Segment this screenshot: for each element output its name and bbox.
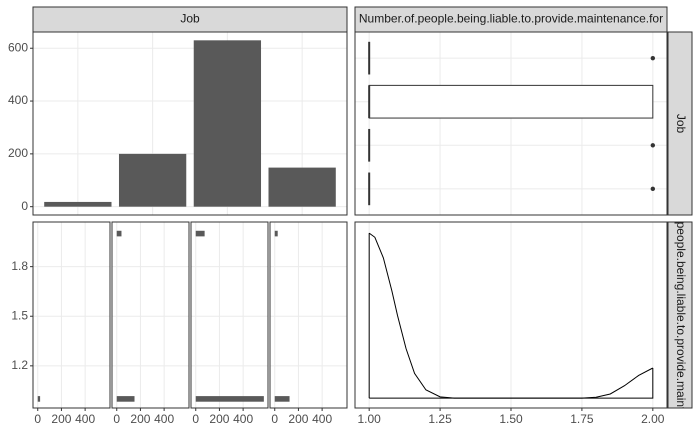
x-tick-label: 0	[192, 412, 199, 426]
x-tick-label: 0	[34, 412, 41, 426]
strip	[667, 221, 693, 409]
strip-label-group: Job	[674, 114, 688, 134]
histogram-bar	[37, 396, 41, 402]
panel-border	[190, 221, 269, 409]
x-tick-label: 1.75	[570, 412, 594, 426]
x-tick-label: 400	[233, 412, 253, 426]
strip-label: Number.of.people.being.liable.to.provide…	[674, 163, 688, 432]
panel-border	[32, 221, 111, 409]
histogram-bar	[195, 396, 264, 402]
x-tick-label: 200	[51, 412, 71, 426]
y-tick-label: 1.2	[11, 358, 28, 372]
y-tick-label: 400	[8, 93, 28, 107]
outlier	[650, 55, 656, 61]
panel-background	[33, 222, 110, 408]
x-tick-label: 2.00	[641, 412, 665, 426]
strip	[354, 6, 668, 33]
y-tick-label: 600	[8, 40, 28, 54]
x-tick-label: 1.25	[428, 412, 452, 426]
bar	[44, 201, 112, 207]
bar	[193, 40, 262, 207]
x-tick-label: 200	[130, 412, 150, 426]
histogram-bar	[116, 396, 135, 402]
density-line	[368, 232, 654, 399]
histogram-bar	[195, 230, 205, 237]
strip	[667, 31, 693, 216]
y-tick-label: 200	[8, 146, 28, 160]
strip-label-group: Number.of.people.being.liable.to.provide…	[674, 163, 688, 432]
bar	[268, 167, 336, 207]
strip-label: Job	[674, 114, 688, 134]
histogram-bar	[274, 396, 290, 402]
x-tick-label: 1.00	[358, 412, 382, 426]
strip	[32, 6, 348, 33]
x-tick-label: 400	[312, 412, 332, 426]
panel-background	[191, 222, 268, 408]
strip-label: Job	[180, 12, 200, 26]
panel-background	[112, 222, 189, 408]
box	[368, 84, 654, 119]
y-tick-label: 0	[21, 199, 28, 213]
histogram-bar	[274, 230, 278, 237]
panel-border	[269, 221, 348, 409]
x-tick-label: 200	[288, 412, 308, 426]
y-tick-label: 1.5	[11, 308, 28, 322]
outlier	[650, 186, 656, 192]
panel-border	[111, 221, 190, 409]
x-tick-label: 400	[75, 412, 95, 426]
strip-label: Number.of.people.being.liable.to.provide…	[359, 12, 663, 26]
x-tick-label: 400	[154, 412, 174, 426]
panel-background	[270, 222, 347, 408]
x-tick-label: 0	[271, 412, 278, 426]
x-tick-label: 200	[209, 412, 229, 426]
histogram-bar	[116, 230, 122, 237]
panel-border	[354, 221, 668, 409]
x-tick-label: 0	[113, 412, 120, 426]
y-tick-label: 1.8	[11, 259, 28, 273]
x-tick-label: 1.50	[499, 412, 523, 426]
outlier	[650, 143, 656, 148]
bar	[118, 153, 187, 207]
